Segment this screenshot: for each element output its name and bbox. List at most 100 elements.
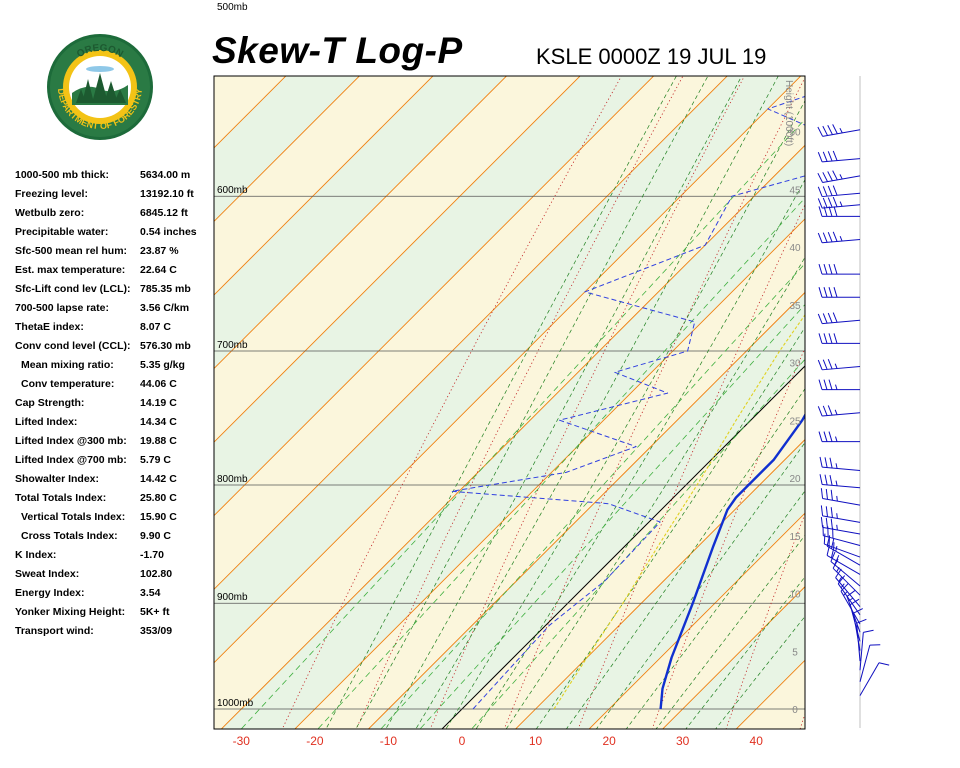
- index-label: Cap Strength:: [15, 397, 85, 409]
- index-label: ThetaE index:: [15, 321, 84, 333]
- wind-barb-half-feather: [834, 363, 838, 369]
- index-label: Lifted Index:: [15, 416, 78, 428]
- dry-adiabat-line: [799, 712, 805, 729]
- wind-barb-staff: [859, 644, 871, 682]
- mixing-ratio-line: [380, 262, 805, 729]
- index-value: 14.42 C: [140, 473, 177, 485]
- wind-barb-feather: [818, 333, 823, 344]
- x-tick-label: 0: [459, 734, 466, 748]
- wind-barb: [818, 287, 860, 298]
- height-tick-label: 20: [789, 474, 801, 485]
- wind-barb-half-feather: [839, 127, 843, 134]
- wind-barb-feather: [822, 232, 828, 243]
- index-label: Sweat Index:: [15, 568, 80, 580]
- height-tick-label: 45: [789, 185, 801, 196]
- wind-barb: [819, 456, 861, 471]
- height-tick-label: 50: [789, 128, 801, 139]
- wind-barb-half-feather: [836, 524, 838, 531]
- x-tick-label: -10: [380, 734, 398, 748]
- temperature-profile-line: [659, 412, 805, 710]
- wind-barb-feather: [817, 359, 823, 370]
- moist-adiabat-line: [475, 179, 805, 729]
- wind-barb-staff: [859, 632, 864, 671]
- wind-barb-feather: [823, 206, 828, 217]
- wind-barb-staff: [822, 498, 861, 506]
- wind-barb-staff: [822, 204, 861, 209]
- height-tick-label: 30: [789, 359, 801, 370]
- wind-barb: [819, 474, 861, 489]
- wind-barb-feather: [827, 359, 833, 370]
- dry-adiabat-line: [940, 0, 960, 758]
- wind-barb-feather: [832, 196, 838, 207]
- x-tick-label: -30: [233, 734, 251, 748]
- pressure-label: 800mb: [217, 474, 248, 485]
- wind-barb-feather: [822, 172, 828, 182]
- wind-barb: [817, 124, 861, 137]
- wind-barb: [859, 644, 881, 682]
- index-label: Transport wind:: [15, 625, 94, 637]
- wind-barb-half-feather: [835, 480, 838, 486]
- index-label: Lifted Index @700 mb:: [15, 454, 127, 466]
- index-label: Showalter Index:: [15, 473, 100, 485]
- wind-barb: [818, 379, 860, 391]
- wind-barb-feather: [832, 150, 838, 161]
- wind-barb-feather: [878, 662, 890, 666]
- wind-barb-half-feather: [843, 591, 848, 596]
- isotherm-line: [220, 144, 805, 729]
- height-tick-label: 10: [789, 590, 801, 601]
- wind-barb-feather: [827, 151, 833, 162]
- index-label: 1000-500 mb thick:: [15, 169, 109, 181]
- mixing-ratio-line: [317, 197, 805, 729]
- wind-barb-half-feather: [836, 513, 838, 519]
- wind-barb-feather: [817, 152, 823, 163]
- index-value: 13192.10 ft: [140, 188, 194, 200]
- x-tick-label: 30: [676, 734, 690, 748]
- pressure-label: 500mb: [217, 2, 248, 13]
- index-label: Wetbulb zero:: [15, 207, 85, 219]
- index-value: 5.35 g/kg: [140, 359, 185, 371]
- wind-barb-feather: [830, 518, 833, 530]
- wind-barb-feather: [863, 629, 874, 633]
- wind-barb: [817, 231, 861, 244]
- isotherm-line: [441, 365, 805, 729]
- wind-barb-staff: [824, 543, 861, 558]
- isotherm-line: [367, 291, 805, 729]
- wind-barb-feather: [817, 232, 823, 243]
- index-value: 25.80 C: [140, 492, 177, 504]
- wind-barb-feather: [817, 313, 823, 324]
- index-label: Mean mixing ratio:: [21, 359, 114, 371]
- wind-barb-feather: [824, 474, 828, 486]
- wind-barb: [818, 431, 860, 443]
- wind-barb-feather: [840, 583, 849, 592]
- oregon-dept-forestry-logo: OREGON DEPARTMENT OF FORESTRY: [47, 34, 153, 140]
- index-value: 14.19 C: [140, 397, 177, 409]
- index-value: 9.90 C: [140, 530, 171, 542]
- wind-barb-staff: [822, 319, 861, 325]
- index-label: Total Totals Index:: [15, 492, 107, 504]
- wind-barb-feather: [820, 505, 824, 516]
- plot-border: [213, 75, 806, 730]
- wind-barb-feather: [822, 197, 828, 208]
- wind-barb-half-feather: [836, 567, 840, 573]
- wind-barb-feather: [829, 457, 833, 469]
- wind-barb-feather: [818, 431, 823, 442]
- wind-barb: [817, 185, 861, 198]
- index-value: 5.79 C: [140, 454, 171, 466]
- wind-barb-feather: [830, 547, 835, 559]
- wind-barb-feather: [817, 198, 823, 209]
- wind-barb-feather: [830, 538, 835, 549]
- mixing-ratio-line: [471, 358, 805, 729]
- index-value: 5K+ ft: [140, 606, 170, 618]
- wind-barb-feather: [823, 287, 828, 298]
- moist-adiabat-line: [355, 76, 709, 729]
- index-label: Vertical Totals Index:: [21, 511, 126, 523]
- pressure-label: 600mb: [217, 185, 248, 196]
- index-label: Conv cond level (CCL):: [15, 340, 131, 352]
- wind-barb-feather: [823, 379, 828, 390]
- moist-adiabat-line: [595, 441, 805, 729]
- wind-barb: [820, 488, 861, 506]
- wind-barb-feather: [832, 312, 838, 323]
- wind-barb-feather: [833, 333, 838, 344]
- wind-barb-staff: [822, 129, 861, 137]
